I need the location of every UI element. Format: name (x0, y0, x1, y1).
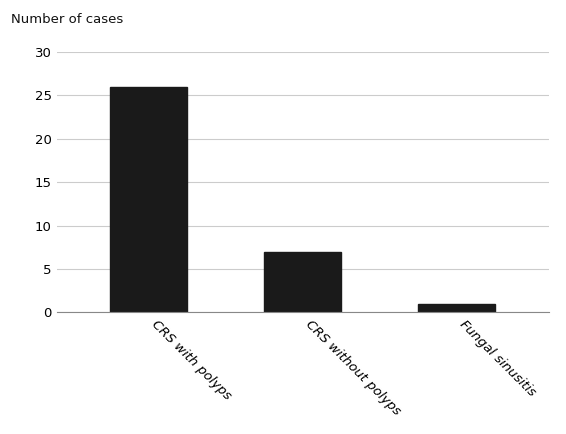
Bar (264, 252, 341, 312)
Bar (418, 304, 495, 312)
Bar (110, 87, 187, 312)
Text: Number of cases: Number of cases (11, 13, 123, 26)
